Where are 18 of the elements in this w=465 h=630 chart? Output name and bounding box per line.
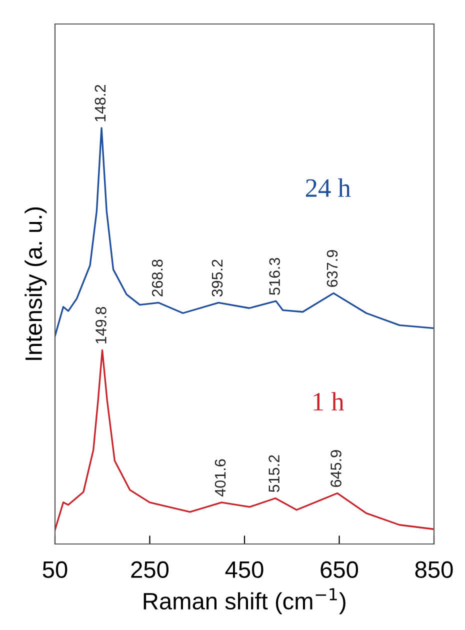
x-tick-label: 450 bbox=[225, 561, 264, 578]
annotation: 516.3 bbox=[269, 258, 280, 295]
x-tick-label: 250 bbox=[131, 561, 169, 578]
annotation: 401.6 bbox=[214, 459, 226, 496]
annotation: 148.2 bbox=[94, 84, 106, 122]
annotation: 149.8 bbox=[96, 307, 106, 344]
annotation: 645.9 bbox=[330, 450, 342, 487]
annotation: 637.9 bbox=[326, 250, 338, 287]
text: 24 h bbox=[306, 178, 351, 197]
text: 1 h bbox=[314, 392, 344, 410]
x-tick-label: 50 bbox=[42, 561, 68, 578]
x-tick-label: 850 bbox=[415, 561, 453, 578]
x-axis-title: Raman shift (cm$^{−1}$) bbox=[144, 588, 346, 614]
x-tick-label: 650 bbox=[320, 561, 358, 578]
annotation: 515.2 bbox=[268, 455, 280, 492]
y-axis-title: Intensity (a. u.) bbox=[24, 207, 47, 360]
annotation: 395.2 bbox=[212, 260, 223, 297]
annotation: 268.8 bbox=[152, 260, 163, 296]
